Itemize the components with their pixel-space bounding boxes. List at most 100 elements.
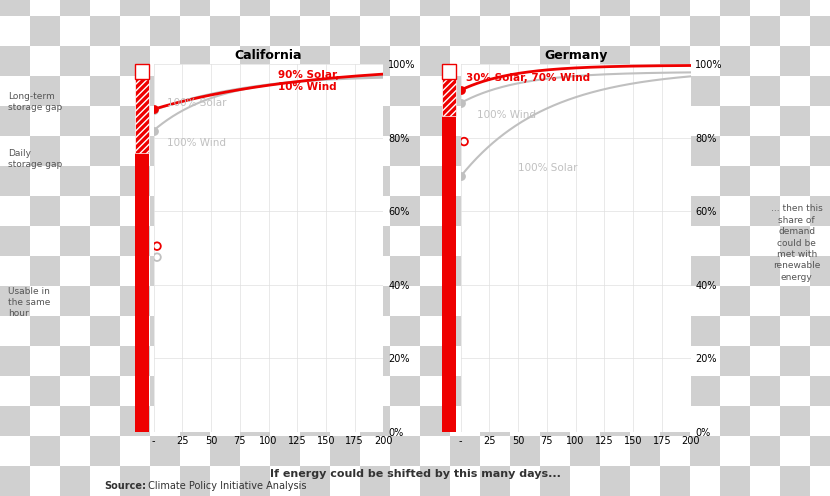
Point	[150, 253, 164, 261]
Bar	[450, 436, 480, 466]
Bar	[780, 346, 810, 376]
Bar	[570, 436, 600, 466]
Bar	[180, 406, 210, 436]
Bar	[0, 0, 30, 16]
Bar	[750, 16, 780, 46]
Bar	[90, 196, 120, 226]
Bar	[330, 196, 360, 226]
Bar	[300, 226, 330, 256]
Bar	[810, 136, 830, 166]
Bar	[660, 0, 690, 16]
Bar	[210, 436, 240, 466]
Bar	[390, 196, 420, 226]
Bar	[690, 256, 720, 286]
Bar	[480, 466, 510, 496]
Bar	[510, 316, 540, 346]
Bar	[570, 376, 600, 406]
Bar	[30, 16, 60, 46]
Bar	[300, 166, 330, 196]
Bar	[180, 106, 210, 136]
Bar	[750, 316, 780, 346]
Bar	[630, 436, 660, 466]
Bar	[240, 166, 270, 196]
Bar	[330, 136, 360, 166]
Bar	[540, 106, 570, 136]
Bar	[150, 136, 180, 166]
Bar	[810, 376, 830, 406]
Bar	[120, 346, 150, 376]
Bar	[270, 376, 300, 406]
Bar	[300, 406, 330, 436]
Bar	[630, 376, 660, 406]
Bar	[450, 316, 480, 346]
Bar	[390, 136, 420, 166]
Bar	[510, 436, 540, 466]
Bar	[420, 346, 450, 376]
Bar	[480, 46, 510, 76]
Bar	[150, 16, 180, 46]
Bar	[150, 256, 180, 286]
Bar	[690, 316, 720, 346]
Bar	[150, 316, 180, 346]
Bar	[90, 16, 120, 46]
Bar	[780, 466, 810, 496]
Bar	[180, 346, 210, 376]
Bar	[300, 46, 330, 76]
Bar	[360, 406, 390, 436]
Bar	[660, 226, 690, 256]
Bar	[300, 286, 330, 316]
Bar	[660, 166, 690, 196]
Point	[147, 105, 160, 113]
Bar	[600, 406, 630, 436]
Bar	[540, 46, 570, 76]
Bar	[90, 256, 120, 286]
Bar	[330, 256, 360, 286]
Bar	[720, 106, 750, 136]
Bar	[420, 0, 450, 16]
Bar	[540, 406, 570, 436]
Bar	[630, 136, 660, 166]
Bar	[780, 46, 810, 76]
Bar	[690, 436, 720, 466]
Bar	[240, 46, 270, 76]
Bar	[180, 286, 210, 316]
Bar	[480, 166, 510, 196]
Bar	[150, 196, 180, 226]
Bar	[750, 256, 780, 286]
Bar	[270, 16, 300, 46]
Bar	[420, 226, 450, 256]
Bar	[30, 316, 60, 346]
Bar	[240, 406, 270, 436]
Bar	[360, 0, 390, 16]
Bar	[600, 0, 630, 16]
Text: Daily
storage gap: Daily storage gap	[8, 149, 62, 169]
Bar	[690, 136, 720, 166]
Bar	[210, 136, 240, 166]
Bar	[720, 406, 750, 436]
Bar	[120, 226, 150, 256]
Bar	[480, 286, 510, 316]
Bar	[540, 346, 570, 376]
Bar	[360, 346, 390, 376]
Bar	[720, 46, 750, 76]
Bar	[390, 376, 420, 406]
Bar	[780, 106, 810, 136]
Bar	[120, 106, 150, 136]
Bar	[300, 346, 330, 376]
Bar	[600, 466, 630, 496]
Bar	[330, 16, 360, 46]
Bar	[180, 226, 210, 256]
Bar	[630, 256, 660, 286]
Bar	[60, 166, 90, 196]
Bar	[300, 0, 330, 16]
Bar	[60, 226, 90, 256]
Bar	[0, 286, 30, 316]
Bar	[180, 0, 210, 16]
Bar	[120, 406, 150, 436]
Bar	[660, 406, 690, 436]
Bar	[270, 76, 300, 106]
Bar	[390, 256, 420, 286]
Bar	[30, 436, 60, 466]
Bar	[660, 286, 690, 316]
Bar	[60, 346, 90, 376]
